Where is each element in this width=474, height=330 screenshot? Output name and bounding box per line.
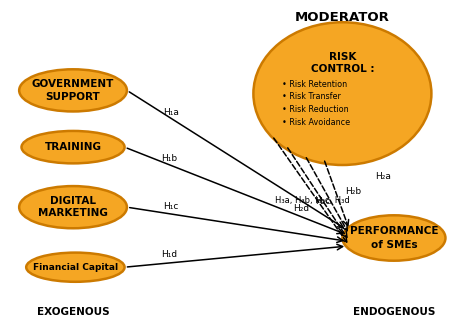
Text: GOVERNMENT
SUPPORT: GOVERNMENT SUPPORT	[32, 79, 114, 102]
Text: H₁a: H₁a	[163, 109, 179, 117]
Ellipse shape	[21, 131, 125, 163]
Ellipse shape	[19, 186, 127, 228]
Text: H₂c: H₂c	[315, 197, 330, 206]
Text: H₃a, H₃b, H₃c, H₃d: H₃a, H₃b, H₃c, H₃d	[274, 196, 349, 205]
Text: • Risk Retention
• Risk Transfer
• Risk Reduction
• Risk Avoidance: • Risk Retention • Risk Transfer • Risk …	[282, 80, 350, 127]
Text: H₂b: H₂b	[345, 187, 361, 196]
Text: H₁b: H₁b	[161, 154, 177, 163]
Ellipse shape	[26, 252, 125, 282]
Text: MODERATOR: MODERATOR	[295, 11, 390, 24]
Ellipse shape	[19, 69, 127, 112]
Text: TRAINING: TRAINING	[45, 142, 101, 152]
Text: H₂a: H₂a	[375, 172, 392, 181]
Text: EXOGENOUS: EXOGENOUS	[36, 308, 109, 317]
Text: H₁c: H₁c	[163, 202, 178, 211]
Ellipse shape	[342, 215, 446, 261]
Text: Financial Capital: Financial Capital	[33, 263, 118, 272]
Text: DIGITAL
MARKETING: DIGITAL MARKETING	[38, 196, 108, 218]
Text: H₂d: H₂d	[293, 204, 310, 213]
Text: RISK
CONTROL :: RISK CONTROL :	[310, 51, 374, 74]
Text: ENDOGENOUS: ENDOGENOUS	[353, 308, 435, 317]
Text: H₁d: H₁d	[161, 250, 177, 259]
Ellipse shape	[254, 22, 431, 165]
Text: PERFORMANCE
of SMEs: PERFORMANCE of SMEs	[350, 226, 438, 249]
